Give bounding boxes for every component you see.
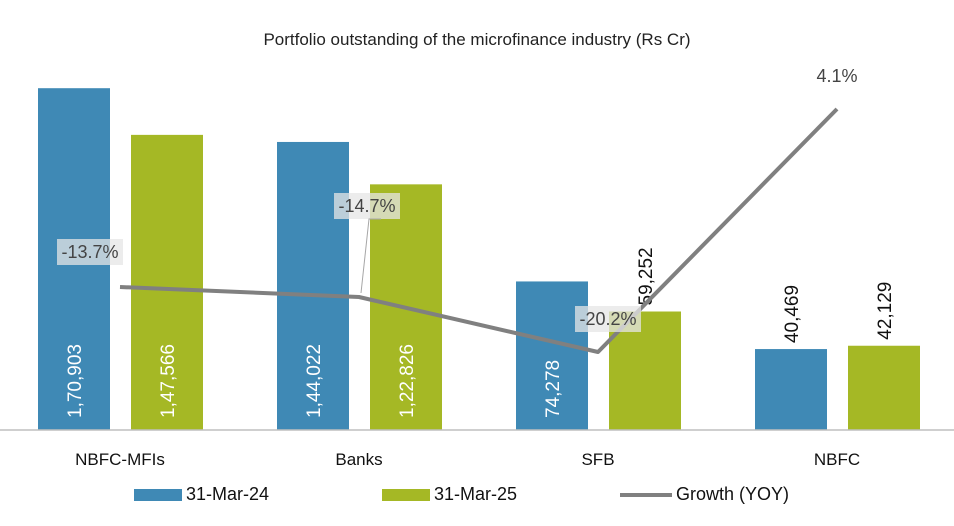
bar-value-label-s1-c4: 40,469 xyxy=(782,285,803,343)
legend-line-growth xyxy=(620,492,672,497)
legend-item-growth: Growth (YOY) xyxy=(620,484,789,505)
bar-s1-c2 xyxy=(277,141,349,430)
growth-line-group: -13.7% -14.7% -20.2% 4.1% xyxy=(57,66,858,354)
growth-label-2: -14.7% xyxy=(338,196,395,216)
bar-s1-c4 xyxy=(755,349,827,430)
growth-label-bg-1 xyxy=(57,239,123,265)
chart-title: Portfolio outstanding of the microfinanc… xyxy=(263,30,691,49)
category-label-2: Banks xyxy=(335,450,382,469)
legend-item-series-1: 31-Mar-24 xyxy=(134,484,269,505)
growth-label-bg-2 xyxy=(334,193,400,219)
category-label-4: NBFC xyxy=(814,450,860,469)
growth-label-bg-3 xyxy=(575,306,641,332)
growth-label-leader-2 xyxy=(360,218,381,294)
category-label-3: SFB xyxy=(581,450,614,469)
growth-label-1: -13.7% xyxy=(61,242,118,262)
bar-value-label-s1-c3: 74,278 xyxy=(543,360,564,418)
legend-label-growth: Growth (YOY) xyxy=(676,484,790,504)
category-label-1: NBFC-MFIs xyxy=(75,450,165,469)
bar-value-label-s2-c2: 1,22,826 xyxy=(397,344,418,418)
legend-item-series-2: 31-Mar-25 xyxy=(382,484,517,505)
category-labels: NBFC-MFIs Banks SFB NBFC xyxy=(75,450,860,469)
legend-swatch-series-2 xyxy=(382,488,430,501)
bars-group: 1,70,903 1,47,566 1,44,022 1,22,826 74,278 59… xyxy=(38,88,920,431)
legend-swatch-series-1 xyxy=(134,488,182,501)
bar-value-label-s1-c1: 1,70,903 xyxy=(65,344,86,418)
bar-s2-c4 xyxy=(848,345,920,430)
growth-label-3: -20.2% xyxy=(579,309,636,329)
bar-s2-c1 xyxy=(131,134,203,431)
legend-label-series-2: 31-Mar-25 xyxy=(434,484,518,504)
bar-value-label-s1-c2: 1,44,022 xyxy=(304,344,325,418)
legend: 31-Mar-24 31-Mar-25 Growth (YOY) xyxy=(0,484,954,512)
growth-label-4: 4.1% xyxy=(816,66,857,86)
bar-value-label-s2-c1: 1,47,566 xyxy=(158,344,179,418)
growth-line xyxy=(119,107,839,354)
legend-label-series-1: 31-Mar-24 xyxy=(186,484,270,504)
bar-value-label-s2-c3: 59,252 xyxy=(636,247,657,305)
bar-value-label-s2-c4: 42,129 xyxy=(875,282,896,340)
